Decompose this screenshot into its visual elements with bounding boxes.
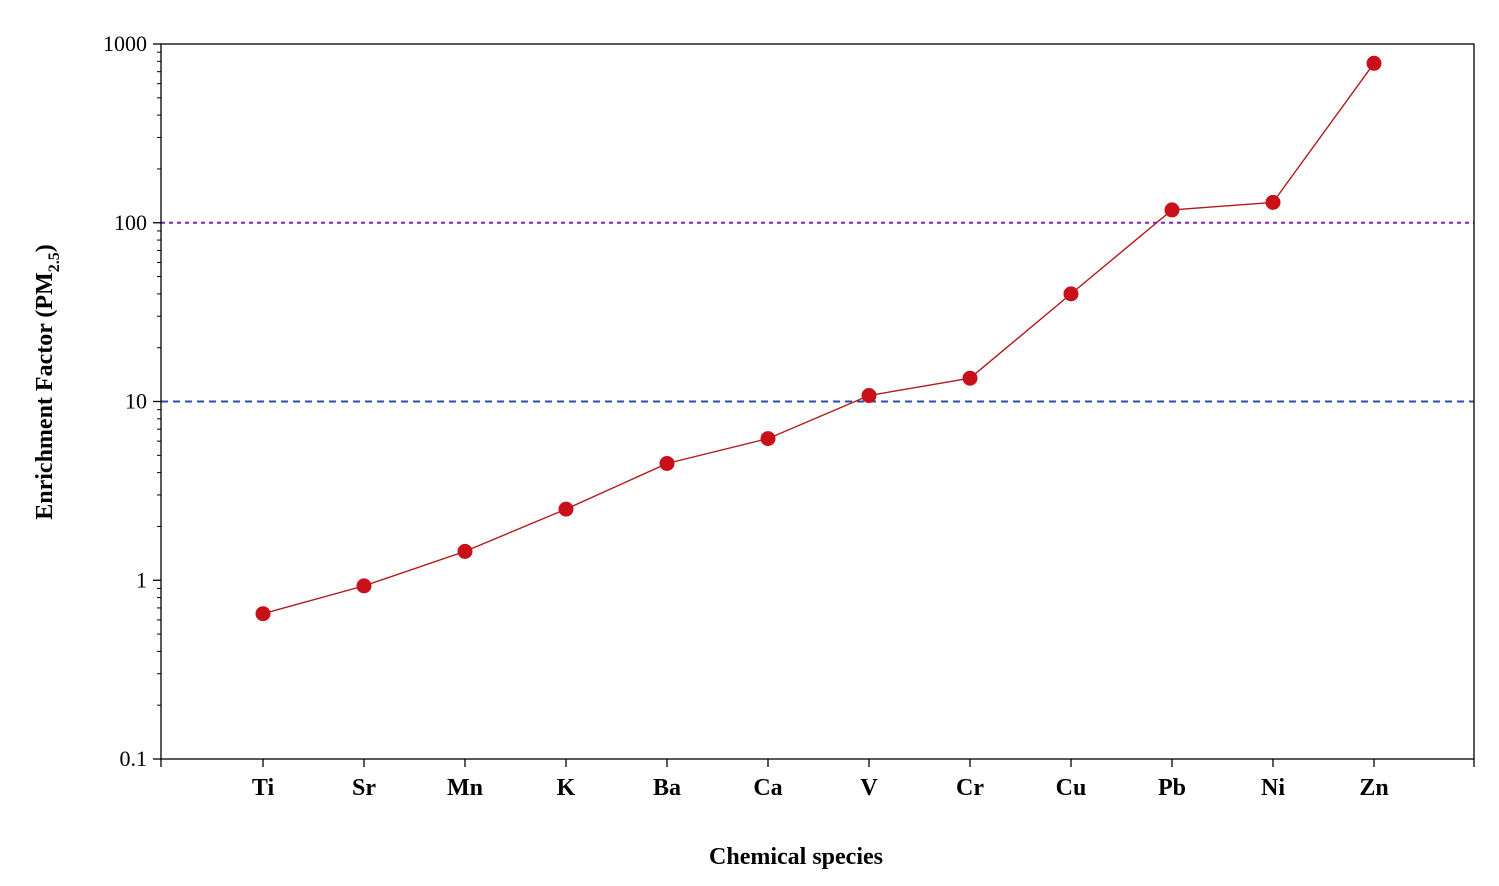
data-point-sr — [356, 578, 372, 594]
data-point-k — [558, 501, 574, 517]
x-tick-label-cu: Cu — [1056, 775, 1087, 801]
x-tick-label-pb: Pb — [1158, 775, 1186, 801]
y-tick-label: 0.1 — [120, 746, 148, 771]
data-point-ti — [255, 606, 271, 622]
y-axis-title-main: Enrichment Factor (PM — [32, 272, 58, 520]
x-tick-label-k: K — [557, 775, 576, 801]
x-tick-label-mn: Mn — [447, 775, 483, 801]
data-point-mn — [457, 543, 473, 559]
data-point-ni — [1265, 194, 1281, 210]
y-tick-label: 1000 — [103, 31, 147, 56]
data-point-cr — [962, 370, 978, 386]
reference-lines — [161, 221, 1474, 403]
x-tick-label-ca: Ca — [753, 775, 782, 801]
data-point-zn — [1366, 55, 1382, 71]
x-tick-label-ti: Ti — [252, 775, 275, 801]
data-point-pb — [1164, 202, 1180, 218]
x-tick-label-ba: Ba — [653, 775, 681, 801]
y-tick-label: 100 — [114, 210, 147, 235]
series-line — [262, 62, 1375, 615]
x-tick-label-zn: Zn — [1359, 775, 1388, 801]
y-axis-title-close: ) — [32, 244, 58, 252]
data-point-ba — [659, 455, 675, 471]
data-point-ca — [760, 431, 776, 447]
y-axis-ticks: 0.1 1 10 100 1000 — [103, 31, 161, 771]
y-tick-label: 1 — [136, 567, 147, 592]
y-axis-title-subscript: 2.5 — [46, 252, 63, 272]
data-point-cu — [1063, 286, 1079, 302]
y-axis-title: Enrichment Factor (PM2.5) — [32, 244, 63, 520]
x-tick-label-cr: Cr — [956, 775, 984, 801]
y-tick-label: 10 — [125, 389, 147, 414]
x-axis-title: Chemical species — [709, 844, 883, 870]
x-tick-label-sr: Sr — [352, 775, 376, 801]
x-axis-ticks: Ti Sr Mn K Ba Ca V Cr Cu Pb Ni Zn — [160, 759, 1475, 801]
x-tick-label-v: V — [860, 775, 878, 801]
data-point-v — [861, 388, 877, 404]
series-group — [255, 55, 1382, 622]
x-tick-label-ni: Ni — [1261, 775, 1285, 801]
